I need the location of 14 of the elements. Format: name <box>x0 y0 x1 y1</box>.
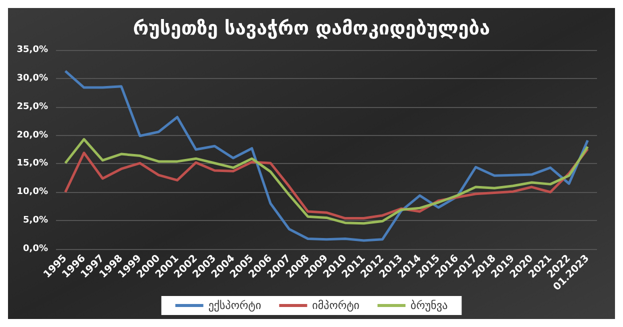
legend-label: ბრუნვა <box>410 299 448 312</box>
chart-title: რუსეთზე სავაჭრო დამოკიდებულება <box>132 18 490 40</box>
y-tick-label: 30,0% <box>16 73 48 84</box>
y-tick-label: 10,0% <box>16 187 48 198</box>
y-tick-label: 5,0% <box>23 216 48 226</box>
legend-label: იმპორტი <box>312 299 360 312</box>
y-tick-label: 15,0% <box>16 158 48 169</box>
y-tick-label: 35,0% <box>16 45 48 55</box>
y-tick-label: 20,0% <box>16 130 48 140</box>
line-series <box>64 70 589 242</box>
y-tick-label: 0,0% <box>23 244 48 254</box>
y-tick-label: 25,0% <box>16 102 48 112</box>
legend-label: ექსპორტი <box>208 299 262 312</box>
line-series <box>64 138 589 225</box>
